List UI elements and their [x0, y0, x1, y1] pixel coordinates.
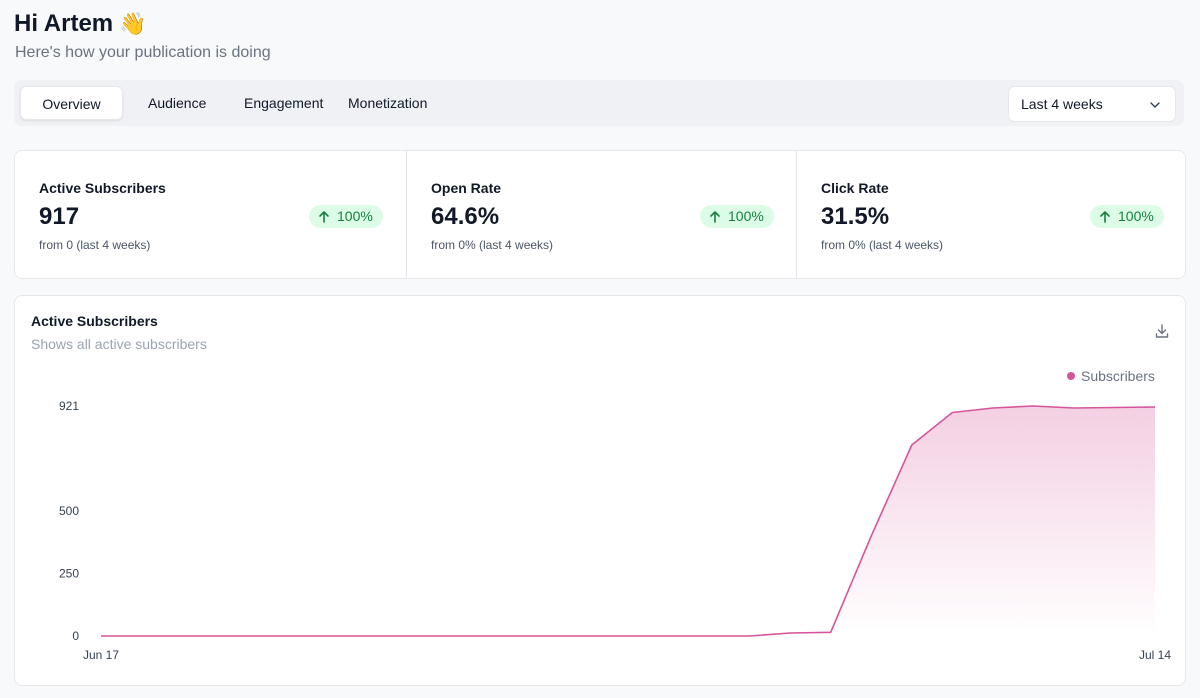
- y-tick-label: 921: [59, 399, 79, 413]
- tab-monetization[interactable]: Monetization: [348, 95, 428, 111]
- stat-value: 917: [39, 203, 80, 230]
- stat-click-rate: Click Rate 31.5% 100% from 0% (last 4 we…: [796, 151, 1185, 278]
- chart-legend: Subscribers: [1067, 368, 1155, 384]
- legend-dot: [1067, 372, 1075, 380]
- greeting: Hi Artem 👋: [14, 10, 147, 38]
- stat-value: 64.6%: [431, 203, 500, 230]
- x-tick-label: Jun 17: [83, 648, 119, 662]
- legend-label: Subscribers: [1081, 368, 1155, 384]
- page-subtitle: Here's how your publication is doing: [15, 44, 271, 61]
- chevron-down-icon: [1150, 102, 1160, 108]
- change-value: 100%: [1118, 208, 1154, 224]
- stat-from: from 0% (last 4 weeks): [821, 238, 944, 252]
- tabs-bar: Overview Audience Engagement Monetizatio…: [14, 80, 1184, 126]
- stat-label: Active Subscribers: [39, 180, 166, 196]
- stat-label: Click Rate: [821, 180, 889, 196]
- arrow-up-icon: [710, 211, 720, 223]
- change-value: 100%: [728, 208, 764, 224]
- stat-open-rate: Open Rate 64.6% 100% from 0% (last 4 wee…: [406, 151, 796, 278]
- chart-subtitle: Shows all active subscribers: [31, 336, 207, 352]
- change-value: 100%: [337, 208, 373, 224]
- subscribers-area-chart: 0 250 500 921 Jun 17 Jul 14: [59, 399, 1171, 662]
- change-badge: 100%: [309, 205, 383, 228]
- stat-from: from 0% (last 4 weeks): [431, 238, 554, 252]
- waving-hand-icon: 👋: [119, 12, 147, 37]
- series-area-subscribers: [101, 406, 1155, 636]
- change-badge: 100%: [700, 205, 774, 228]
- stat-value: 31.5%: [821, 203, 890, 230]
- x-tick-label: Jul 14: [1139, 648, 1171, 662]
- chart-card: Active Subscribers Shows all active subs…: [14, 295, 1186, 686]
- y-tick-label: 500: [59, 504, 79, 518]
- tab-audience[interactable]: Audience: [148, 95, 207, 111]
- y-tick-label: 0: [72, 629, 79, 643]
- arrow-up-icon: [1100, 211, 1110, 223]
- chart-title: Active Subscribers: [31, 313, 158, 329]
- stat-from: from 0 (last 4 weeks): [39, 238, 151, 252]
- stat-active-subscribers: Active Subscribers 917 100% from 0 (last…: [15, 151, 406, 278]
- tab-engagement[interactable]: Engagement: [244, 95, 324, 111]
- tab-overview[interactable]: Overview: [20, 86, 123, 120]
- series-line-subscribers: [101, 405, 1156, 637]
- period-select[interactable]: Last 4 weeks: [1008, 86, 1176, 122]
- stat-label: Open Rate: [431, 180, 502, 196]
- y-tick-label: 250: [59, 567, 79, 581]
- download-icon[interactable]: [1155, 323, 1169, 339]
- arrow-up-icon: [319, 211, 329, 223]
- stats-card: Active Subscribers 917 100% from 0 (last…: [14, 150, 1186, 279]
- change-badge: 100%: [1090, 205, 1164, 228]
- greeting-text: Hi Artem: [14, 10, 114, 37]
- period-select-value: Last 4 weeks: [1021, 96, 1103, 112]
